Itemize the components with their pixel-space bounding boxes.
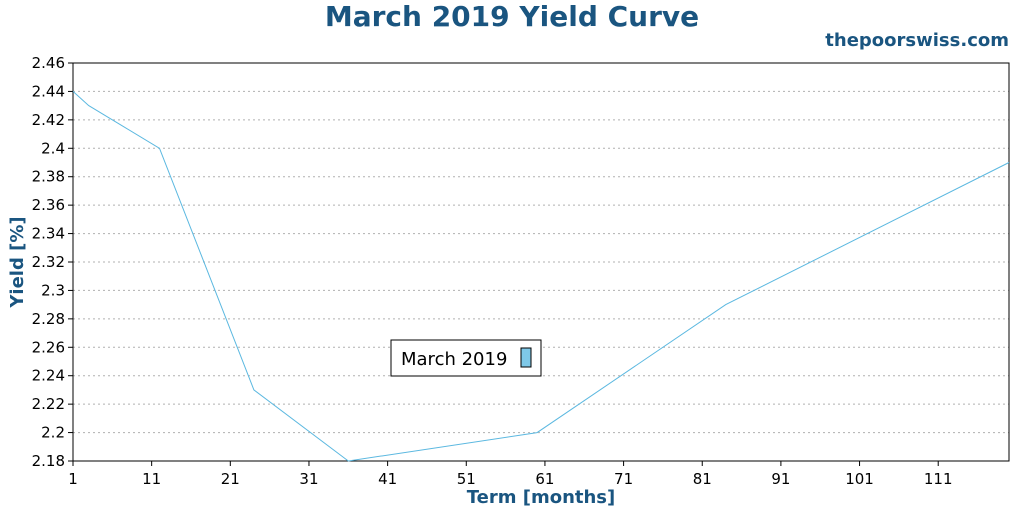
y-tick-label: 2.24 bbox=[32, 367, 65, 385]
x-tick-label: 61 bbox=[535, 470, 554, 488]
y-tick-label: 2.26 bbox=[32, 338, 65, 356]
series-line bbox=[72, 91, 1010, 462]
series-group bbox=[72, 91, 1010, 462]
x-tick-label: 31 bbox=[299, 470, 318, 488]
y-tick-label: 2.42 bbox=[32, 111, 65, 129]
x-tick-label: 1 bbox=[68, 470, 78, 488]
legend: March 2019 bbox=[390, 339, 542, 377]
x-tick-label: 91 bbox=[771, 470, 790, 488]
y-axis-label: Yield [%] bbox=[7, 216, 28, 308]
x-axis-ticks: 1 11 21 31 41 51 61 71 81 91 101 111 bbox=[68, 461, 953, 488]
legend-box bbox=[390, 339, 542, 377]
legend-label: March 2019 bbox=[401, 349, 507, 370]
y-tick-label: 2.34 bbox=[32, 225, 65, 243]
y-axis-ticks: 2.18 2.2 2.22 2.24 2.26 2.28 2.3 2.32 2.34 2.36 2.… bbox=[32, 54, 73, 470]
watermark: thepoorswiss.com bbox=[825, 30, 1009, 51]
x-tick-label: 51 bbox=[457, 470, 476, 488]
y-tick-label: 2.18 bbox=[32, 452, 65, 470]
x-tick-label: 41 bbox=[378, 470, 397, 488]
y-tick-label: 2.4 bbox=[41, 139, 65, 157]
y-tick-label: 2.2 bbox=[41, 424, 65, 442]
x-tick-label: 71 bbox=[614, 470, 633, 488]
grid-lines bbox=[73, 90, 1009, 434]
x-tick-label: 11 bbox=[142, 470, 161, 488]
chart-title: March 2019 Yield Curve bbox=[325, 0, 699, 33]
y-tick-label: 2.38 bbox=[32, 168, 65, 186]
legend-swatch bbox=[520, 347, 532, 368]
y-tick-label: 2.3 bbox=[41, 281, 65, 299]
x-tick-label: 111 bbox=[924, 470, 953, 488]
y-tick-label: 2.46 bbox=[32, 54, 65, 72]
x-tick-label: 21 bbox=[221, 470, 240, 488]
y-tick-label: 2.32 bbox=[32, 253, 65, 271]
x-tick-label: 81 bbox=[693, 470, 712, 488]
y-tick-label: 2.44 bbox=[32, 82, 65, 100]
y-tick-label: 2.22 bbox=[32, 395, 65, 413]
x-axis-label: Term [months] bbox=[467, 487, 616, 508]
x-tick-label: 101 bbox=[845, 470, 874, 488]
y-tick-label: 2.36 bbox=[32, 196, 65, 214]
y-tick-label: 2.28 bbox=[32, 310, 65, 328]
